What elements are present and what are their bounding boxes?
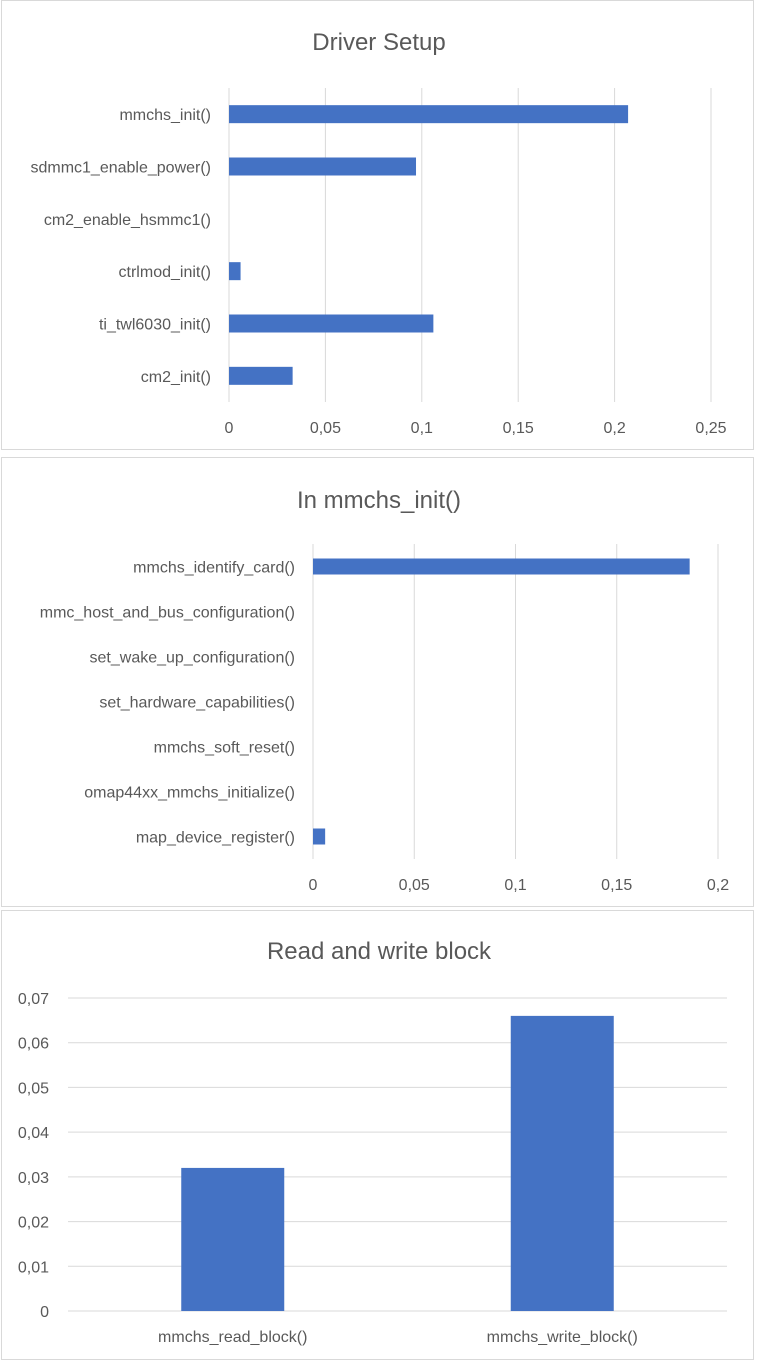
x-tick-label: 0,1 bbox=[411, 420, 433, 437]
x-tick-label: 0,15 bbox=[601, 877, 632, 894]
category-label: mmc_host_and_bus_configuration() bbox=[40, 605, 295, 622]
category-label: mmchs_init() bbox=[119, 107, 211, 124]
chart-title: Driver Setup bbox=[312, 29, 445, 56]
bar bbox=[181, 1167, 285, 1311]
bar bbox=[313, 828, 326, 845]
category-label: ctrlmod_init() bbox=[119, 264, 211, 281]
category-label: cm2_enable_hsmmc1() bbox=[44, 212, 211, 229]
chart-in-mmchs-init-svg: In mmchs_init() 0 0,05 0,1 0,15 0,2 mmchs_iden… bbox=[40, 487, 729, 894]
x-tick-label: 0,25 bbox=[695, 420, 726, 437]
category-label: omap44xx_mmchs_initialize() bbox=[84, 785, 295, 802]
category-label: sdmmc1_enable_power() bbox=[30, 160, 211, 177]
y-tick-label: 0,01 bbox=[18, 1259, 49, 1276]
category-label: set_wake_up_configuration() bbox=[90, 650, 295, 667]
category-label: mmchs_soft_reset() bbox=[154, 740, 295, 757]
x-tick-label: 0,2 bbox=[603, 420, 625, 437]
x-tick-label: 0 bbox=[309, 877, 318, 894]
x-tick-label: 0 bbox=[225, 420, 234, 437]
category-label: map_device_register() bbox=[136, 830, 295, 847]
category-label: mmchs_read_block() bbox=[158, 1329, 307, 1346]
y-tick-label: 0,06 bbox=[18, 1036, 49, 1053]
x-tick-label: 0,05 bbox=[310, 420, 341, 437]
bar bbox=[229, 105, 629, 124]
category-label: set_hardware_capabilities() bbox=[99, 695, 295, 712]
y-tick-label: 0 bbox=[40, 1304, 49, 1321]
chart-in-mmchs-init: In mmchs_init() 0 0,05 0,1 0,15 0,2 mmchs_iden… bbox=[1, 457, 754, 907]
bar bbox=[313, 558, 690, 575]
chart-read-write-block-svg: Read and write block 0 0,01 0,02 0,03 0,04 0,0… bbox=[18, 938, 727, 1346]
bar bbox=[229, 314, 434, 333]
category-label: mmchs_identify_card() bbox=[133, 560, 295, 577]
category-label: mmchs_write_block() bbox=[487, 1329, 638, 1346]
bar bbox=[229, 262, 241, 281]
chart-read-write-block: Read and write block 0 0,01 0,02 0,03 0,04 0,0… bbox=[1, 910, 754, 1360]
chart-title: Read and write block bbox=[267, 938, 492, 965]
chart-title: In mmchs_init() bbox=[297, 487, 461, 514]
y-tick-label: 0,07 bbox=[18, 991, 49, 1008]
bar bbox=[229, 157, 417, 176]
y-tick-label: 0,02 bbox=[18, 1215, 49, 1232]
y-tick-label: 0,05 bbox=[18, 1080, 49, 1097]
x-tick-label: 0,05 bbox=[399, 877, 430, 894]
x-tick-label: 0,2 bbox=[707, 877, 729, 894]
bar bbox=[510, 1015, 614, 1311]
y-tick-label: 0,03 bbox=[18, 1170, 49, 1187]
chart-driver-setup: Driver Setup 0 0,05 0,1 0,15 0,2 0,25 mmchs_ini… bbox=[1, 0, 754, 450]
category-label: ti_twl6030_init() bbox=[99, 317, 211, 334]
x-tick-label: 0,1 bbox=[504, 877, 526, 894]
category-label: cm2_init() bbox=[141, 369, 211, 386]
x-tick-label: 0,15 bbox=[503, 420, 534, 437]
chart-driver-setup-svg: Driver Setup 0 0,05 0,1 0,15 0,2 0,25 mmchs_ini… bbox=[30, 29, 726, 437]
bar bbox=[229, 366, 293, 385]
y-tick-label: 0,04 bbox=[18, 1125, 49, 1142]
